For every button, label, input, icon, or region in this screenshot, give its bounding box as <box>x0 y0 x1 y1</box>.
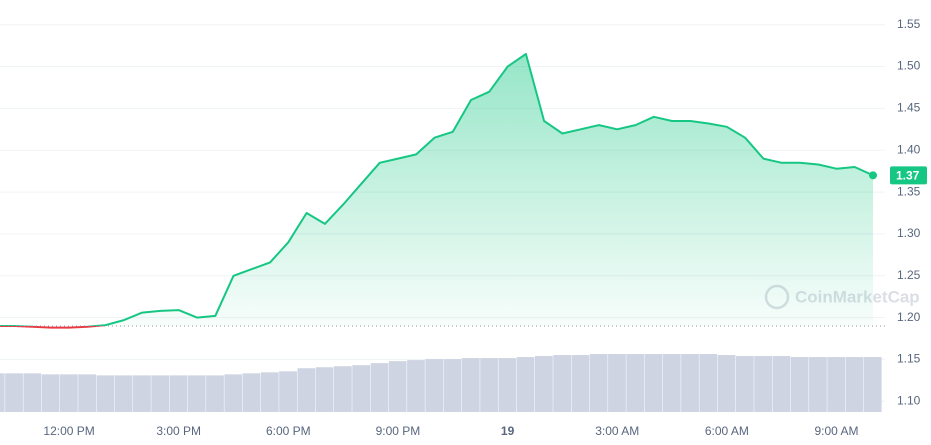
last-point <box>869 171 877 180</box>
x-tick-label: 9:00 PM <box>376 424 421 438</box>
y-tick-label: 1.35 <box>897 184 921 198</box>
volume-bar <box>279 371 297 412</box>
volume-bar <box>297 368 316 412</box>
y-tick-label: 1.30 <box>897 226 921 240</box>
y-tick-label: 1.15 <box>897 352 921 366</box>
volume-bar <box>41 374 60 412</box>
volume-bar <box>5 373 23 412</box>
x-tick-label: 3:00 PM <box>156 424 201 438</box>
volume-bar <box>224 374 243 412</box>
volume-bar <box>461 358 480 412</box>
volume-bar <box>352 365 371 412</box>
volume-bar <box>681 354 699 412</box>
volume-bar <box>23 373 42 412</box>
volume-bar <box>863 357 882 412</box>
volume-bar <box>133 375 151 412</box>
volume-bar <box>809 357 827 412</box>
y-tick-label: 1.40 <box>897 142 921 156</box>
price-line <box>0 53 874 326</box>
last-price-box <box>890 166 927 185</box>
volume-bar <box>772 356 791 412</box>
y-tick-label: 1.20 <box>897 310 921 324</box>
volume-bar <box>425 359 444 412</box>
x-tick-label: 3:00 AM <box>595 424 639 438</box>
y-tick-label: 1.45 <box>897 101 921 115</box>
price-area <box>0 54 873 326</box>
volume-bar <box>608 354 626 412</box>
volume-bar <box>0 373 5 412</box>
volume-bar <box>735 356 754 412</box>
volume-bar <box>626 354 645 412</box>
x-tick-label: 6:00 PM <box>266 424 311 438</box>
y-tick-label: 1.50 <box>897 59 921 73</box>
volume-bar <box>59 374 78 412</box>
last-price-label: 1.37 <box>896 169 920 183</box>
volume-bar <box>114 375 133 412</box>
y-tick-label: 1.10 <box>897 393 921 407</box>
volume-bar <box>699 354 718 412</box>
x-tick-label: 9:00 AM <box>814 424 858 438</box>
x-tick-label: 6:00 AM <box>705 424 749 438</box>
volume-bar <box>534 356 553 412</box>
volume-bar <box>151 375 170 412</box>
volume-bar <box>644 354 663 412</box>
volume-bar <box>717 355 736 412</box>
volume-bar <box>443 359 462 412</box>
volume-bar <box>498 358 517 412</box>
volume-bar <box>827 357 846 412</box>
volume-bar <box>754 356 773 412</box>
x-tick-label: 19 <box>501 424 515 438</box>
volume-bar <box>370 363 389 412</box>
volume-bar <box>480 358 498 412</box>
x-tick-label: 12:00 PM <box>43 424 94 438</box>
volume-bar <box>78 374 96 412</box>
volume-bar <box>388 361 407 412</box>
volume-bar <box>407 360 425 412</box>
volume-bar <box>845 357 864 412</box>
volume-bar <box>662 354 681 412</box>
volume-bar <box>589 354 608 412</box>
volume-bar <box>187 375 206 412</box>
volume-bar <box>315 367 334 412</box>
volume-bar <box>334 366 352 412</box>
y-tick-label: 1.55 <box>897 17 921 31</box>
volume-bar <box>516 357 535 412</box>
volume-bar <box>206 375 224 412</box>
volume-bar <box>553 355 572 412</box>
volume-bar <box>571 355 590 412</box>
volume-bar <box>169 375 188 412</box>
volume-bar <box>96 375 115 412</box>
volume-bar <box>242 373 261 412</box>
volume-bar <box>790 357 809 412</box>
volume-bar <box>260 372 279 412</box>
y-tick-label: 1.25 <box>897 268 921 282</box>
